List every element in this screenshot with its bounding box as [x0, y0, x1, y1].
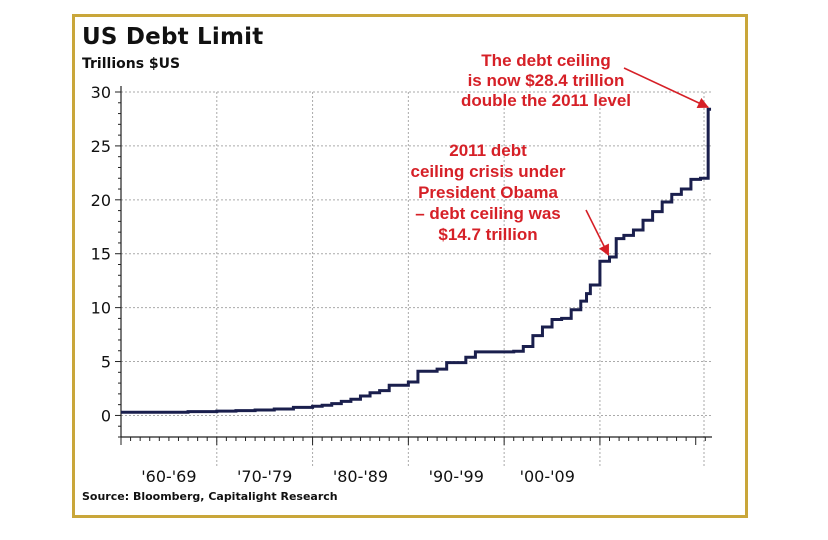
x-tick-label: '00-'09	[520, 467, 575, 486]
x-tick-label: '60-'69	[141, 467, 196, 486]
annotation-text: $14.7 trillion	[438, 225, 537, 244]
y-tick-label: 0	[101, 406, 111, 425]
annotation-text: – debt ceiling was	[415, 204, 561, 223]
annotation-text: is now $28.4 trillion	[468, 71, 625, 90]
annotation-text: 2011 debt	[449, 141, 527, 160]
x-tick-label: '90-'99	[429, 467, 484, 486]
annotation-arrow	[623, 67, 710, 109]
grid-layer	[121, 91, 712, 468]
chart-title: US Debt Limit	[82, 24, 264, 50]
annotation-arrow	[585, 209, 610, 256]
y-tick-label: 30	[91, 83, 111, 102]
debt-limit-series-line	[121, 107, 712, 414]
series-layer	[121, 107, 712, 414]
annotation-text: President Obama	[418, 183, 558, 202]
chart-frame	[72, 14, 748, 518]
y-tick-label: 15	[91, 245, 111, 264]
annotation-text: double the 2011 level	[461, 91, 631, 110]
axis-layer: 0 5 10 15 20 25 30 '60-'69 '70-'79 '80-'89 '90-'99…	[91, 83, 712, 486]
y-tick-label: 20	[91, 191, 111, 210]
chart-y-axis-label: Trillions $US	[82, 56, 181, 72]
annotation: 2011 debt ceiling crisis under President O…	[411, 141, 610, 256]
y-tick-label: 10	[91, 299, 111, 318]
y-tick-label: 5	[101, 353, 111, 372]
x-tick-label: '70-'79	[237, 467, 292, 486]
annotation-text: The debt ceiling	[481, 51, 610, 70]
x-tick-label: '80-'89	[333, 467, 388, 486]
chart-source: Source: Bloomberg, Capitalight Research	[82, 490, 338, 503]
annotation-text: ceiling crisis under	[411, 162, 566, 181]
y-tick-label: 25	[91, 137, 111, 156]
